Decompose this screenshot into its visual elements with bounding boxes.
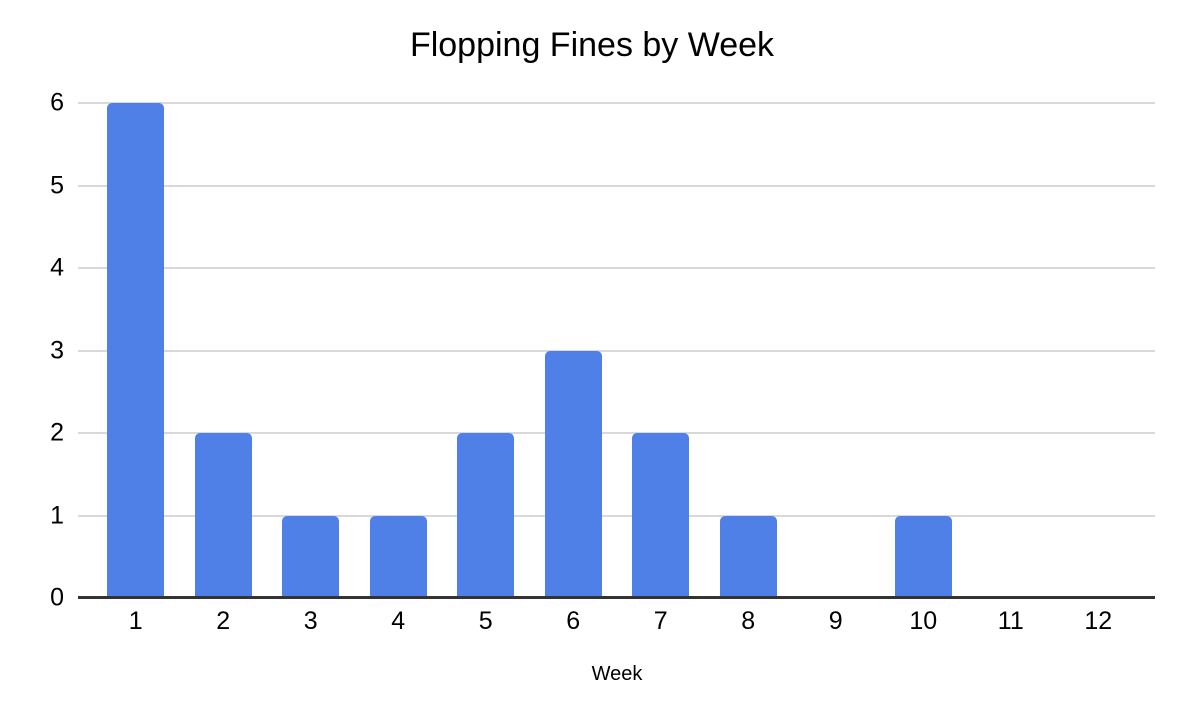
bar-week-4: [369, 515, 427, 598]
bar-week-6: [544, 350, 602, 598]
x-tick-label-5: 5: [478, 607, 493, 635]
x-tick-label-11: 11: [997, 607, 1024, 635]
y-tick-label-2: 2: [50, 418, 64, 447]
gridline-y-4: [78, 267, 1155, 270]
x-tick-label-3: 3: [303, 607, 318, 635]
y-tick-label-6: 6: [50, 88, 64, 117]
x-tick-label-8: 8: [741, 607, 756, 635]
x-tick-label-2: 2: [216, 607, 231, 635]
gridline-y-2: [78, 432, 1155, 435]
gridline-y-6: [78, 102, 1155, 104]
gridline-y-3: [78, 349, 1155, 352]
x-axis-tick-labels: 1 2 3 4 5 6 7 8 9 10 11 12: [92, 607, 1142, 636]
bar-week-2: [194, 433, 252, 598]
bar-week-3: [282, 515, 340, 598]
x-tick-label-1: 1: [128, 607, 143, 635]
x-tick-label-7: 7: [653, 607, 668, 635]
bar-slot-week-1: [92, 103, 180, 598]
x-tick-label-6: 6: [566, 607, 581, 635]
bar-week-10: [894, 515, 952, 598]
y-axis: 0 1 2 3 4 5 6: [0, 90, 64, 610]
bar-slot-week-8: [705, 103, 793, 598]
bar-slot-week-5: [442, 103, 530, 598]
bar-slot-week-6: [530, 103, 618, 598]
x-tick-label-9: 9: [828, 607, 843, 635]
bar-slot-week-7: [617, 103, 705, 598]
x-tick-label-10: 10: [909, 607, 938, 635]
bar-week-1: [107, 103, 165, 598]
bar-series: [92, 103, 1142, 598]
y-tick-label-3: 3: [50, 336, 64, 364]
bar-slot-week-2: [180, 103, 268, 598]
y-tick-label-0: 0: [50, 583, 64, 612]
bar-week-8: [719, 515, 777, 598]
bar-week-5: [457, 433, 515, 598]
bar-slot-week-3: [267, 103, 355, 598]
bar-slot-week-4: [355, 103, 443, 598]
x-axis-line: [78, 596, 1155, 599]
y-tick-label-4: 4: [50, 253, 64, 282]
x-tick-label-12: 12: [1084, 607, 1113, 635]
gridline-y-1: [78, 514, 1155, 517]
gridline-y-5: [78, 184, 1155, 187]
plot-area: [78, 102, 1155, 599]
bar-slot-week-12: [1055, 103, 1143, 598]
bar-slot-week-9: [792, 103, 880, 598]
bar-slot-week-10: [880, 103, 968, 598]
y-tick-label-1: 1: [50, 501, 64, 529]
bar-slot-week-11: [967, 103, 1055, 598]
x-axis-title: Week: [591, 663, 643, 685]
y-tick-label-5: 5: [50, 171, 64, 199]
bar-week-7: [632, 433, 690, 598]
x-tick-label-4: 4: [391, 607, 406, 635]
chart-title: Flopping Fines by Week: [409, 26, 775, 64]
